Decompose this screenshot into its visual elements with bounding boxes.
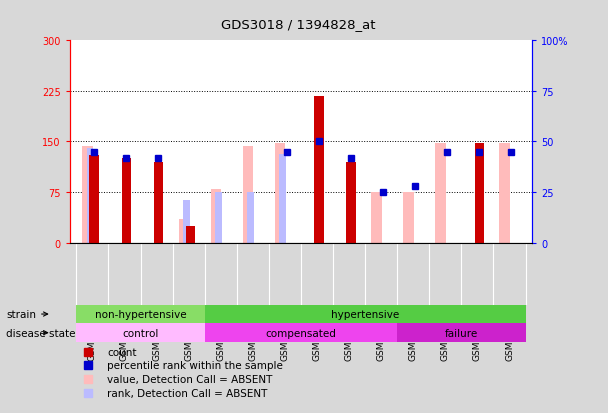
Text: count: count [107, 347, 136, 357]
Bar [314, 96, 323, 243]
Bar [215, 192, 222, 243]
Bar [435, 143, 446, 243]
Text: percentile rank within the sample: percentile rank within the sample [107, 361, 283, 370]
Text: GDS3018 / 1394828_at: GDS3018 / 1394828_at [221, 18, 375, 31]
Bar [205, 323, 397, 342]
Text: non-hypertensive: non-hypertensive [95, 309, 186, 319]
Text: rank, Detection Call = ABSENT: rank, Detection Call = ABSENT [107, 388, 268, 398]
Bar [154, 162, 164, 243]
Bar [122, 159, 131, 243]
Bar [397, 323, 525, 342]
Text: compensated: compensated [266, 328, 336, 338]
Bar [371, 192, 382, 243]
Text: value, Detection Call = ABSENT: value, Detection Call = ABSENT [107, 374, 272, 384]
Bar [275, 143, 285, 243]
Bar [183, 201, 190, 243]
Bar [210, 189, 221, 243]
Bar [243, 147, 254, 243]
Bar [475, 143, 484, 243]
Text: hypertensive: hypertensive [331, 309, 399, 319]
Text: control: control [122, 328, 159, 338]
Bar [279, 154, 286, 243]
Bar [89, 156, 99, 243]
Bar [205, 305, 525, 323]
Bar [499, 143, 510, 243]
Bar [86, 148, 94, 243]
Bar [179, 219, 189, 243]
Bar [82, 147, 93, 243]
Text: strain: strain [6, 309, 47, 319]
Text: disease state: disease state [6, 328, 75, 338]
Bar [77, 323, 205, 342]
Bar [247, 192, 254, 243]
Bar [403, 192, 414, 243]
Bar [346, 162, 356, 243]
Bar [186, 226, 195, 243]
Bar [77, 305, 205, 323]
Text: failure: failure [445, 328, 478, 338]
